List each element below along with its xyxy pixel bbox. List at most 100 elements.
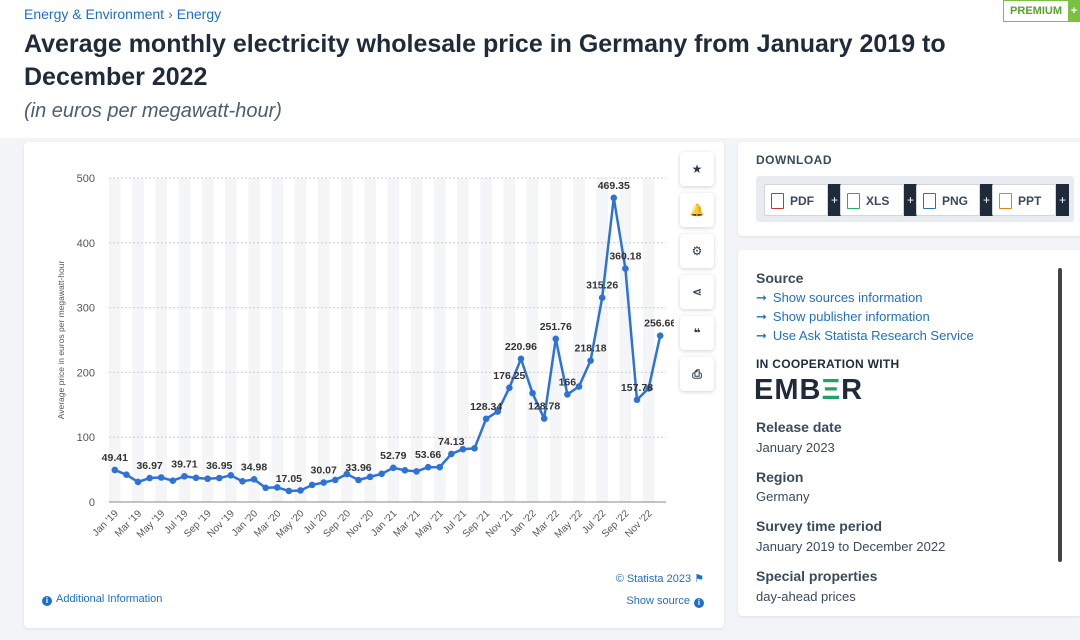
data-point (366, 473, 374, 481)
pdf-file-icon (771, 193, 784, 209)
download-buttons: PDF + XLS + PNG + PPT + (756, 176, 1074, 222)
download-ppt-label: PPT (1018, 194, 1042, 208)
data-point (355, 476, 362, 484)
chart-band (201, 178, 214, 502)
data-point (181, 472, 188, 480)
breadcrumb: Energy & Environment › Energy (24, 6, 221, 22)
chart-band (364, 178, 376, 502)
download-png-label: PNG (942, 194, 969, 208)
chart-band (480, 178, 492, 502)
data-point (633, 396, 641, 404)
plus-icon: + (828, 184, 841, 216)
show-source-link[interactable]: Show source i (626, 595, 704, 608)
download-pdf-label: PDF (790, 194, 814, 208)
data-point (262, 484, 269, 492)
download-xls-label: XLS (866, 194, 890, 208)
chart-band (248, 178, 260, 502)
premium-label: PREMIUM (1010, 5, 1062, 17)
info-icon: i (694, 598, 704, 608)
data-label: 128.34 (470, 401, 502, 413)
arrow-right-icon: ➞ (756, 290, 767, 305)
breadcrumb-item-energy-environment[interactable]: Energy & Environment (24, 6, 165, 22)
data-point (598, 294, 606, 302)
plus-icon: + (904, 184, 917, 216)
download-ppt-button[interactable]: PPT + (992, 184, 1069, 216)
premium-badge[interactable]: PREMIUM + (1003, 0, 1080, 22)
chart-band (457, 178, 469, 502)
data-point (239, 478, 246, 485)
download-title: DOWNLOAD (756, 153, 832, 167)
quote-icon[interactable]: ❝ (680, 316, 714, 350)
data-point (123, 471, 130, 479)
y-tick-label: 200 (77, 367, 95, 379)
release-date-heading: Release date (756, 419, 842, 435)
print-icon[interactable]: ⎙ (680, 357, 714, 391)
chart-band (109, 178, 121, 502)
download-xls-button[interactable]: XLS + (840, 184, 917, 216)
statista-credit[interactable]: © Statista 2023 ⚑ (616, 572, 704, 585)
breadcrumb-item-energy[interactable]: Energy (176, 6, 222, 22)
data-label: 33.96 (345, 462, 371, 474)
star-icon[interactable]: ★ (680, 152, 714, 186)
data-point (459, 445, 467, 453)
data-point (273, 484, 281, 491)
download-pdf-button[interactable]: PDF + (764, 184, 841, 216)
png-file-icon (923, 193, 936, 209)
bell-icon[interactable]: 🔔 (680, 193, 714, 227)
data-label: 469.35 (598, 180, 630, 192)
plus-icon: + (1056, 184, 1069, 216)
data-point (529, 389, 536, 397)
chart-band (387, 178, 400, 502)
data-point (448, 450, 455, 458)
y-tick-label: 500 (77, 173, 95, 185)
survey-period-value: January 2019 to December 2022 (756, 539, 946, 554)
chart-band (178, 178, 191, 502)
additional-information-label: Additional Information (56, 593, 163, 605)
show-sources-label: Show sources information (772, 290, 923, 305)
statistic-info-panel: Source ➞ Show sources information ➞ Show p… (738, 250, 1080, 616)
download-panel: DOWNLOAD PDF + XLS + PNG + PPT + (738, 142, 1080, 236)
chart-band (317, 178, 330, 502)
download-png-button[interactable]: PNG + (916, 184, 993, 216)
data-point (331, 476, 339, 484)
special-properties-value: day-ahead prices (756, 589, 856, 604)
gear-icon[interactable]: ⚙ (680, 234, 714, 268)
data-point (320, 479, 327, 486)
data-label: 220.96 (505, 341, 537, 353)
xls-file-icon (847, 193, 860, 209)
chart-band (573, 178, 585, 502)
show-sources-link[interactable]: ➞ Show sources information (756, 290, 922, 306)
ember-logo: EMBΞR (754, 374, 864, 406)
chart-band (596, 178, 608, 502)
show-source-label: Show source (626, 595, 690, 607)
chart-band (294, 178, 307, 502)
data-point (645, 385, 652, 392)
data-point (401, 467, 409, 474)
flag-icon: ⚑ (694, 573, 704, 585)
data-point (622, 265, 629, 272)
additional-information-link[interactable]: i Additional Information (42, 593, 162, 606)
show-publisher-link[interactable]: ➞ Show publisher information (756, 309, 930, 325)
scrollbar[interactable] (1058, 268, 1062, 562)
data-point (656, 332, 664, 339)
data-point (378, 470, 385, 478)
share-icon[interactable]: ⋖ (680, 275, 714, 309)
info-icon: i (42, 596, 52, 606)
data-label: 34.98 (241, 461, 267, 473)
breadcrumb-separator: › (168, 6, 173, 22)
arrow-right-icon: ➞ (756, 328, 767, 343)
chart-band (132, 178, 144, 502)
data-point (471, 445, 478, 452)
chart-band (341, 178, 353, 502)
data-point (250, 476, 258, 483)
chart-band (225, 178, 237, 502)
data-point (610, 194, 618, 202)
release-date-value: January 2023 (756, 440, 835, 455)
ask-statista-link[interactable]: ➞ Use Ask Statista Research Service (756, 328, 974, 344)
y-tick-label: 0 (89, 497, 95, 509)
premium-plus-icon: + (1068, 0, 1080, 22)
data-point (111, 466, 119, 474)
region-value: Germany (756, 489, 810, 504)
data-point (215, 474, 223, 482)
data-point (308, 481, 316, 489)
